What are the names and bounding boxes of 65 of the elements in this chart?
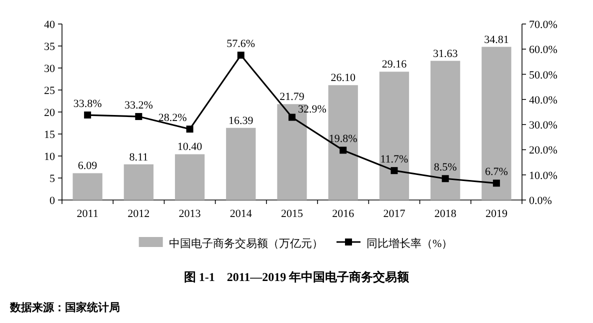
point [135, 113, 142, 120]
bar [430, 60, 460, 200]
data-label: 26.10 [330, 72, 356, 84]
y-tick-label: 20 [44, 107, 56, 119]
data-label: 16.39 [228, 114, 254, 127]
bar [124, 164, 154, 200]
point [186, 126, 194, 133]
data-label: 29.16 [382, 58, 408, 71]
x-tick-label: 2014 [230, 208, 252, 220]
data-label: 34.81 [484, 34, 509, 46]
y-tick-label: 15 [44, 129, 56, 141]
data-label: 57.6% [226, 38, 256, 50]
data-label: 10.40 [177, 141, 203, 154]
data-label: 33.8% [73, 98, 102, 110]
x-tick-label: 2017 [383, 208, 406, 220]
text: 图 1-1 2011—2019 年中国电子商务交易额 [184, 270, 410, 284]
bar [379, 72, 410, 200]
point [340, 146, 347, 154]
y-tick-label: 30 [44, 63, 56, 75]
data-label: 19.8% [328, 133, 358, 146]
y2-tick-label: 20.0% [529, 144, 558, 157]
point [390, 167, 398, 174]
source-note: 数据来源：国家统计局 [9, 301, 120, 314]
point [492, 180, 500, 187]
y2-tick-label: 50.0% [529, 69, 558, 82]
data-label: 11.7% [380, 154, 408, 166]
x-tick-label: 2019 [485, 208, 508, 220]
legend-label: 同比增长率（%） [366, 237, 453, 250]
data-label: 31.63 [432, 48, 458, 60]
bar [174, 154, 205, 200]
x-tick-label: 2015 [281, 208, 304, 220]
y-tick-label: 35 [44, 41, 56, 53]
bar [72, 173, 102, 200]
bar [482, 46, 512, 200]
y-tick-label: 25 [44, 85, 56, 97]
data-label: 28.2% [158, 112, 187, 124]
legend-label: 中国电子商务交易额（万亿元） [168, 237, 323, 250]
bar [328, 85, 358, 200]
data-label: 6.7% [484, 166, 508, 178]
y2-tick-label: 30.0% [529, 120, 558, 132]
point [84, 112, 92, 119]
y2-tick-label: 60.0% [529, 44, 558, 56]
x-tick-label: 2013 [178, 208, 202, 220]
data-label: 21.79 [280, 91, 305, 104]
y2-tick-label: 0.0% [529, 195, 552, 207]
point [442, 175, 449, 182]
bar [226, 128, 256, 200]
x-tick-label: 2012 [128, 208, 150, 220]
y2-tick-label: 10.0% [529, 170, 558, 182]
x-tick-label: 2016 [332, 208, 355, 220]
point [288, 114, 296, 121]
y-tick-label: 0 [50, 195, 56, 207]
y2-tick-label: 70.0% [529, 19, 558, 31]
y-tick-label: 40 [44, 19, 56, 31]
data-label: 6.09 [78, 160, 98, 172]
data-label: 32.9% [298, 103, 326, 116]
data-label: 8.5% [434, 162, 457, 174]
data-label: 8.11 [129, 151, 148, 164]
point [237, 52, 244, 59]
data-label: 33.2% [124, 100, 153, 112]
y-tick-label: 5 [50, 173, 56, 185]
y-tick-label: 10 [44, 151, 56, 163]
x-tick-label: 2011 [76, 208, 98, 220]
y2-tick-label: 40.0% [529, 94, 558, 106]
x-tick-label: 2018 [434, 208, 457, 220]
